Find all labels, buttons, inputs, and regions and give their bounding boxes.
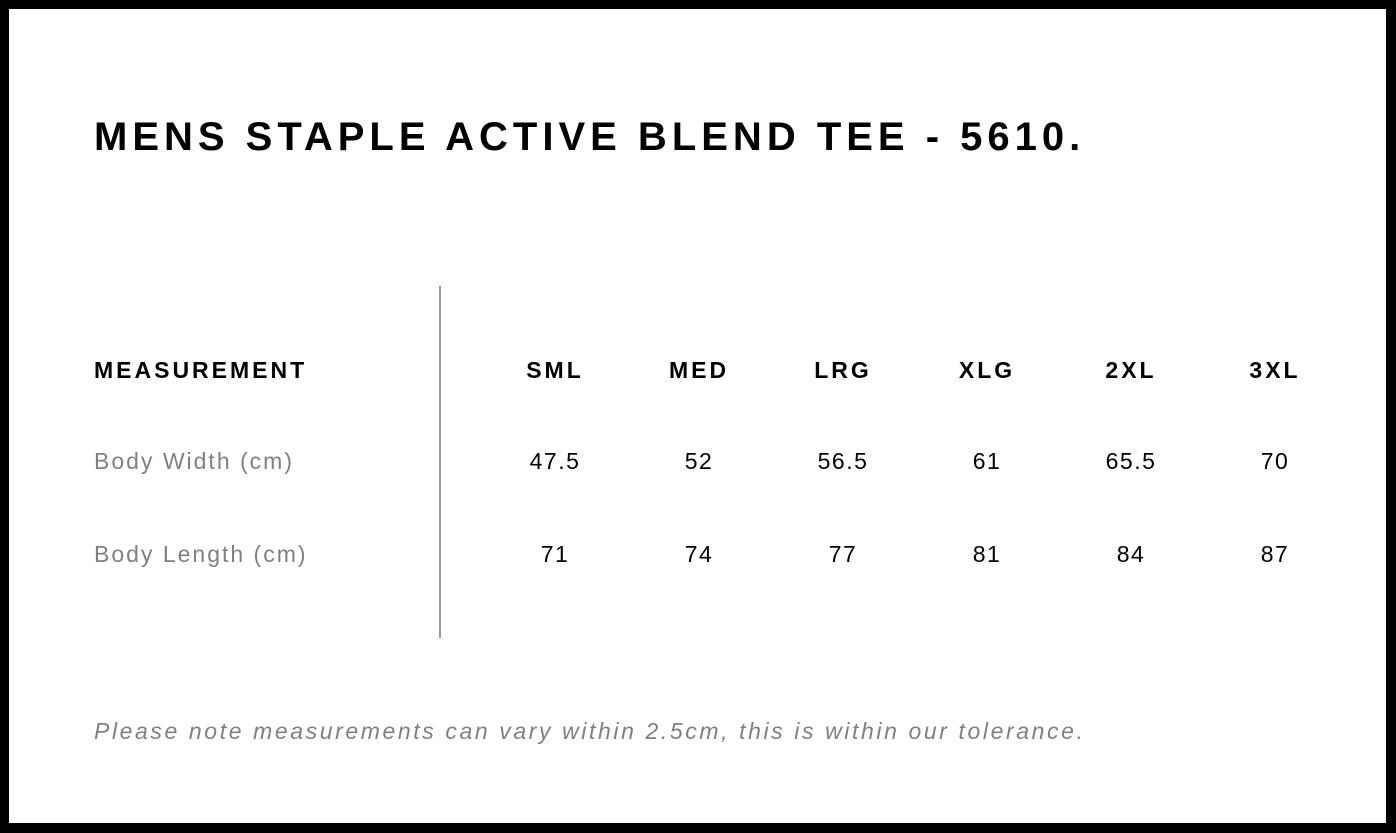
size-header-3xl: 3XL xyxy=(1249,357,1301,383)
row-label: Body Length (cm) xyxy=(94,541,308,567)
size-header-2xl: 2XL xyxy=(1105,357,1157,383)
column-divider xyxy=(439,286,441,638)
table-cell: 74 xyxy=(684,541,714,567)
row-label: Body Width (cm) xyxy=(94,448,294,474)
table-cell: 56.5 xyxy=(817,448,869,474)
measurement-header: MEASUREMENT xyxy=(94,357,308,383)
table-cell: 71 xyxy=(540,541,570,567)
size-header-lrg: LRG xyxy=(814,357,872,383)
table-cell: 87 xyxy=(1260,541,1290,567)
table-cell: 65.5 xyxy=(1105,448,1157,474)
size-header-sml: SML xyxy=(526,357,584,383)
table-cell: 61 xyxy=(972,448,1002,474)
size-header-med: MED xyxy=(668,357,730,383)
size-chart-card: MENS STAPLE ACTIVE BLEND TEE - 5610. MEA… xyxy=(9,9,1386,823)
table-cell: 81 xyxy=(972,541,1002,567)
table-cell: 47.5 xyxy=(529,448,581,474)
table-cell: 77 xyxy=(828,541,858,567)
table-cell: 70 xyxy=(1260,448,1290,474)
tolerance-note: Please note measurements can vary within… xyxy=(94,718,1086,744)
table-cell: 52 xyxy=(684,448,714,474)
table-cell: 84 xyxy=(1116,541,1146,567)
size-header-xlg: XLG xyxy=(958,357,1016,383)
page-title: MENS STAPLE ACTIVE BLEND TEE - 5610. xyxy=(94,115,1086,159)
